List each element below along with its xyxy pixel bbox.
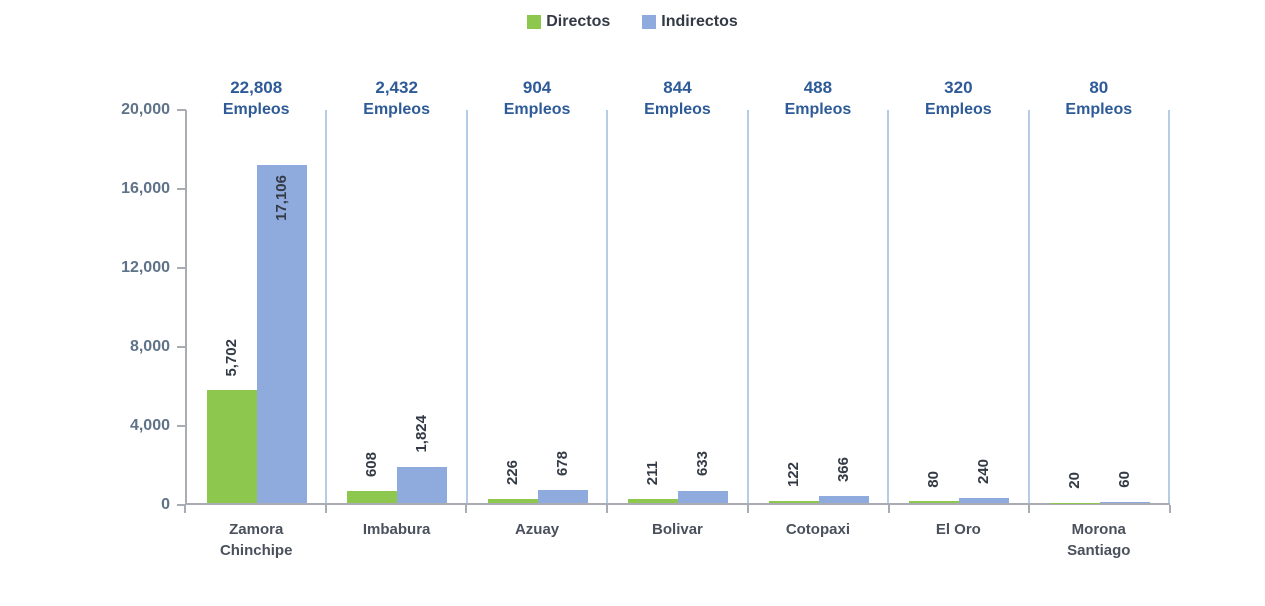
x-axis-tick-mark [1169, 505, 1171, 513]
x-axis-tick-mark [606, 505, 609, 513]
bar-indirectos-morona-santiago [1099, 501, 1150, 503]
bar-value-directos-imbabura: 608 [363, 451, 381, 477]
bar-indirectos-azuay [537, 489, 588, 503]
x-axis-category-label-zamora-chinchipe: Zamora Chinchipe [219, 521, 293, 559]
bar-indirectos-bolivar [678, 490, 729, 503]
y-axis-tick-label: 12,000 [121, 259, 170, 276]
y-axis-tick-mark [177, 267, 186, 269]
y-axis-tick-mark [177, 504, 186, 506]
y-axis-tick-label: 16,000 [121, 180, 170, 197]
x-axis-tick-mark [1028, 505, 1031, 513]
group-total-el-oro: 320 Empleos [889, 76, 1027, 121]
bar-value-directos-bolivar: 211 [644, 460, 662, 485]
group-total-value: 488 [803, 78, 833, 97]
y-axis-tick-label: 4,000 [129, 417, 170, 434]
group-total-suffix: Empleos [644, 101, 711, 118]
group-total-zamora-chinchipe: 22,808 Empleos [187, 76, 325, 121]
x-axis-category-label-el-oro: El Oro [935, 521, 981, 538]
x-axis-tick-mark [324, 505, 327, 513]
category-group-azuay: 904 Empleos 226 678 Azuay [468, 78, 609, 538]
bar-directos-cotopaxi [768, 500, 819, 503]
bar-value-directos-cotopaxi: 122 [784, 461, 802, 487]
bar-value-indirectos-morona-santiago: 60 [1115, 471, 1133, 488]
bar-value-indirectos-zamora-chinchipe: 17,106 [273, 175, 290, 222]
group-total-suffix: Empleos [222, 101, 290, 118]
plot-area: 22,808 Empleos 5,702 17,106 Zamora Chinchipe… [185, 78, 1170, 559]
group-total-suffix: Empleos [503, 101, 571, 118]
bar-value-indirectos-bolivar: 633 [694, 451, 712, 477]
group-total-value: 80 [1089, 78, 1109, 97]
y-axis-tick-mark [177, 425, 186, 427]
x-axis-category-label-cotopaxi: Cotopaxi [785, 521, 850, 538]
bar-directos-azuay [487, 498, 538, 503]
group-total-suffix: Empleos [784, 101, 852, 118]
legend-item-indirectos: Indirectos [642, 13, 738, 31]
x-axis-tick-mark [184, 505, 186, 513]
legend-swatch-indirectos-icon [642, 15, 657, 29]
group-total-suffix: Empleos [363, 101, 430, 118]
bar-directos-zamora-chinchipe [207, 390, 257, 503]
x-axis-tick-mark [746, 505, 749, 513]
category-group-morona-santiago: 80 Empleos 20 60 Morona Santiago [1030, 78, 1170, 559]
bar-value-directos-azuay: 226 [503, 459, 521, 485]
x-axis-category-label-azuay: Azuay [514, 521, 560, 538]
bar-indirectos-imbabura [397, 466, 448, 503]
bar-directos-bolivar [628, 498, 679, 503]
group-total-cotopaxi: 488 Empleos [749, 76, 887, 121]
x-axis-category-label-imbabura: Imbabura [362, 521, 431, 538]
y-axis-tick-label: 8,000 [129, 338, 170, 355]
x-axis-tick-mark [465, 505, 468, 513]
legend-label-indirectos: Indirectos [661, 13, 738, 30]
group-total-suffix: Empleos [1065, 101, 1133, 118]
bar-value-indirectos-cotopaxi: 366 [834, 456, 852, 482]
legend-item-directos: Directos [527, 13, 610, 31]
bar-value-directos-zamora-chinchipe: 5,702 [223, 338, 240, 377]
bar-value-directos-el-oro: 80 [925, 470, 943, 488]
legend-label-directos: Directos [546, 13, 611, 30]
y-axis-tick-label: 0 [161, 496, 170, 513]
group-total-value: 904 [522, 78, 552, 97]
bar-value-indirectos-el-oro: 240 [975, 459, 993, 485]
bar-directos-imbabura [347, 491, 398, 503]
category-group-imbabura: 2,432 Empleos 608 1,824 Imbabura [327, 78, 468, 538]
bar-indirectos-el-oro [959, 498, 1010, 503]
group-total-imbabura: 2,432 Empleos [327, 76, 465, 121]
bar-directos-el-oro [909, 501, 960, 503]
group-total-value: 22,808 [230, 78, 283, 97]
group-total-value: 320 [944, 78, 973, 97]
category-group-cotopaxi: 488 Empleos 122 366 Cotopaxi [749, 78, 890, 538]
y-axis-tick-mark [177, 188, 186, 190]
group-total-azuay: 904 Empleos [468, 76, 606, 121]
bar-value-indirectos-imbabura: 1,824 [413, 415, 431, 453]
group-total-morona-santiago: 80 Empleos [1030, 76, 1168, 121]
legend-swatch-directos-icon [527, 15, 542, 29]
group-total-bolivar: 844 Empleos [608, 76, 746, 121]
y-axis-tick-mark [177, 109, 186, 111]
category-group-zamora-chinchipe: 22,808 Empleos 5,702 17,106 Zamora Chinchipe [187, 78, 328, 559]
bar-value-indirectos-azuay: 678 [553, 450, 571, 476]
y-axis-tick-label: 20,000 [121, 101, 170, 118]
group-total-value: 2,432 [375, 78, 418, 97]
chart-legend: Directos Indirectos [0, 13, 1265, 31]
bar-indirectos-zamora-chinchipe [257, 165, 307, 503]
category-group-el-oro: 320 Empleos 80 240 El Oro [889, 78, 1030, 538]
group-total-value: 844 [663, 78, 692, 97]
x-axis-category-label-morona-santiago: Morona Santiago [1067, 521, 1131, 559]
bar-value-directos-morona-santiago: 20 [1065, 471, 1083, 489]
bar-indirectos-cotopaxi [818, 495, 869, 503]
y-axis-tick-mark [177, 346, 186, 348]
x-axis-category-label-bolivar: Bolivar [652, 521, 703, 538]
x-axis-tick-mark [887, 505, 890, 513]
group-total-suffix: Empleos [925, 101, 992, 118]
category-group-bolivar: 844 Empleos 211 633 Bolivar [608, 78, 749, 538]
